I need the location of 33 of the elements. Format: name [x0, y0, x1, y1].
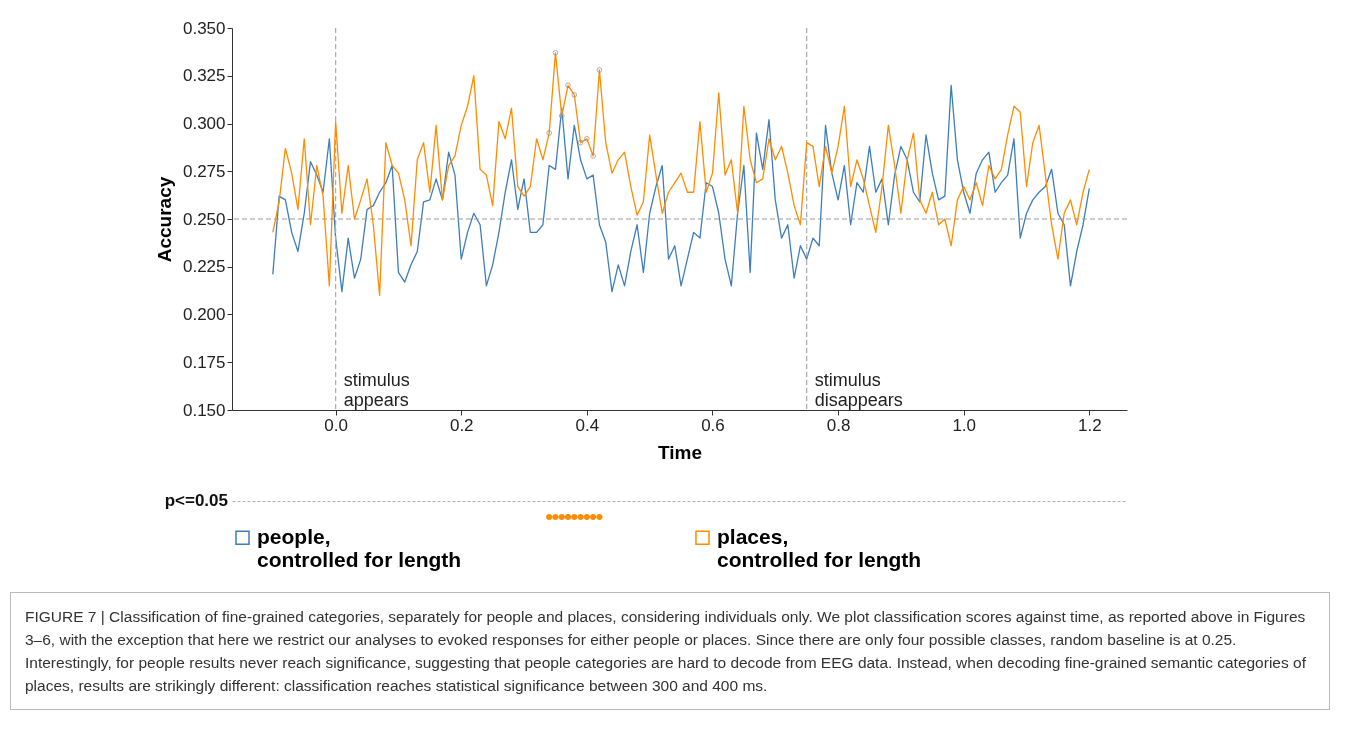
y-tick-label: 0.275	[182, 161, 226, 181]
ref-line-label: stimulus disappears	[814, 370, 903, 410]
x-tick-label: 0.6	[701, 415, 725, 435]
legend-label: places, controlled for length	[717, 524, 922, 571]
x-tick-label: 0.2	[449, 415, 474, 435]
point	[552, 49, 559, 56]
y-tick-label: 0.150	[182, 400, 226, 420]
legend-label: people, controlled for length	[257, 524, 462, 571]
y-tick-label: 0.250	[182, 209, 226, 229]
point	[590, 153, 596, 159]
x-tick-label: 1.2	[1078, 415, 1102, 435]
point	[577, 139, 584, 146]
point	[546, 130, 553, 136]
caption: FIGURE 7 | Classification of fine-grained categories, separately for people and places, considering individuals only. We plot classification scores against time, as reported above in Figures 3–6, with the exception that here we restrict our analyses to evoked responses for either people or places. Since there are only four possible classes, random baseline is at 0.25. Interestingly, for people results never reach significance, suggesting that people categories are hard to decode from EEG data. Instead, when decoding fine-grained semantic categories of places, results are strikingly different: classification reaches statistical significance between 300 and 400 ms.	[10, 592, 1330, 710]
text: p<=0.05	[164, 491, 228, 510]
x-tick-label: 0.4	[575, 415, 600, 435]
x-tick-label: 1.0	[952, 415, 977, 435]
point	[565, 82, 571, 89]
y-tick-label: 0.225	[182, 257, 226, 277]
x-axis-title: Time	[657, 441, 703, 463]
y-tick-label: 0.350	[182, 18, 226, 38]
y-tick-label: 0.300	[182, 114, 226, 133]
y-tick-label: 0.175	[182, 352, 226, 372]
x-tick-label: 0.0	[324, 415, 348, 435]
point	[558, 113, 565, 119]
y-axis-title: Accuracy	[153, 176, 175, 263]
point	[584, 135, 590, 142]
point	[596, 67, 603, 73]
point	[571, 92, 578, 98]
y-tick-label: 0.325	[182, 66, 226, 86]
ref-line-label: stimulus appears	[343, 370, 410, 410]
y-tick-label: 0.200	[182, 305, 226, 324]
x-tick-label: 0.8	[826, 415, 851, 435]
